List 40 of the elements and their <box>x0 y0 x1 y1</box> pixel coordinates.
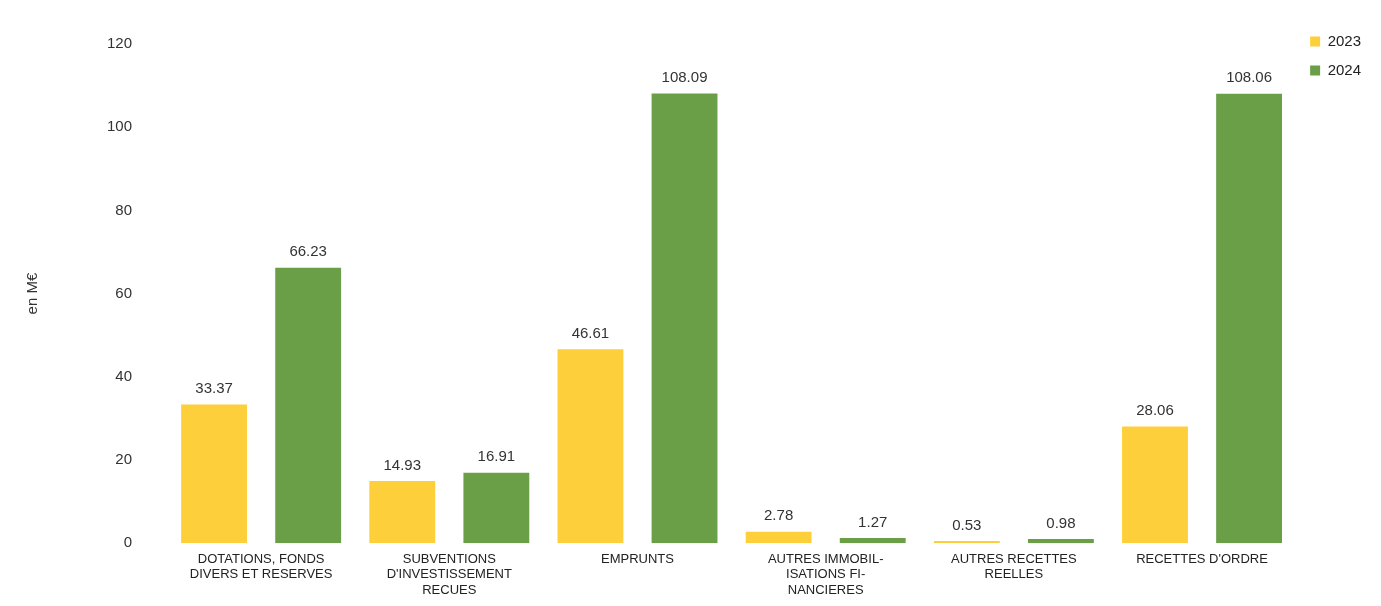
data-label: 0.98 <box>1046 513 1076 531</box>
bar <box>651 93 718 544</box>
data-label: 108.09 <box>661 68 708 86</box>
legend-label: 2024 <box>1327 60 1362 78</box>
x-tick-label: AUTRES RECETTES REELLES <box>951 550 1078 582</box>
bar <box>1027 539 1094 544</box>
y-tick-label: 20 <box>115 450 133 468</box>
x-tick-label: DOTATIONS, FONDS DIVERS ET RESERVES <box>189 550 333 582</box>
y-axis-title: en M€ <box>23 272 41 315</box>
data-label: 14.93 <box>383 455 422 473</box>
y-tick-label: 80 <box>115 200 133 218</box>
data-label: 66.23 <box>289 242 327 260</box>
data-label: 1.27 <box>858 512 888 530</box>
bar <box>463 472 530 544</box>
bar <box>839 537 906 544</box>
y-tick-label: 120 <box>107 34 133 52</box>
data-label: 28.06 <box>1136 401 1174 419</box>
data-label: 33.37 <box>195 379 233 397</box>
bar <box>1216 93 1283 544</box>
y-tick-label: 40 <box>115 366 133 384</box>
x-tick-label: SUBVENTIONS D'INVESTISSEMENT RECUES <box>386 550 512 597</box>
bar <box>745 531 812 544</box>
y-tick-label: 100 <box>107 117 133 135</box>
bar <box>369 481 436 544</box>
legend-label: 2023 <box>1327 31 1362 49</box>
bar <box>933 541 1000 544</box>
y-tick-label: 60 <box>115 283 133 301</box>
bar <box>181 404 248 544</box>
data-label: 0.53 <box>952 515 982 533</box>
x-tick-label: RECETTES D'ORDRE <box>1136 550 1269 566</box>
bar <box>557 349 624 544</box>
y-tick-label: 0 <box>123 533 133 551</box>
x-tick-label: AUTRES IMMOBIL- ISATIONS FI- NANCIERES <box>767 550 884 597</box>
bar <box>1122 426 1188 544</box>
bar <box>275 267 342 544</box>
data-label: 108.06 <box>1226 68 1273 86</box>
x-tick-label: EMPRUNTS <box>601 550 675 566</box>
data-label: 46.61 <box>571 323 610 341</box>
data-label: 2.78 <box>764 506 794 524</box>
data-label: 16.91 <box>477 447 516 465</box>
